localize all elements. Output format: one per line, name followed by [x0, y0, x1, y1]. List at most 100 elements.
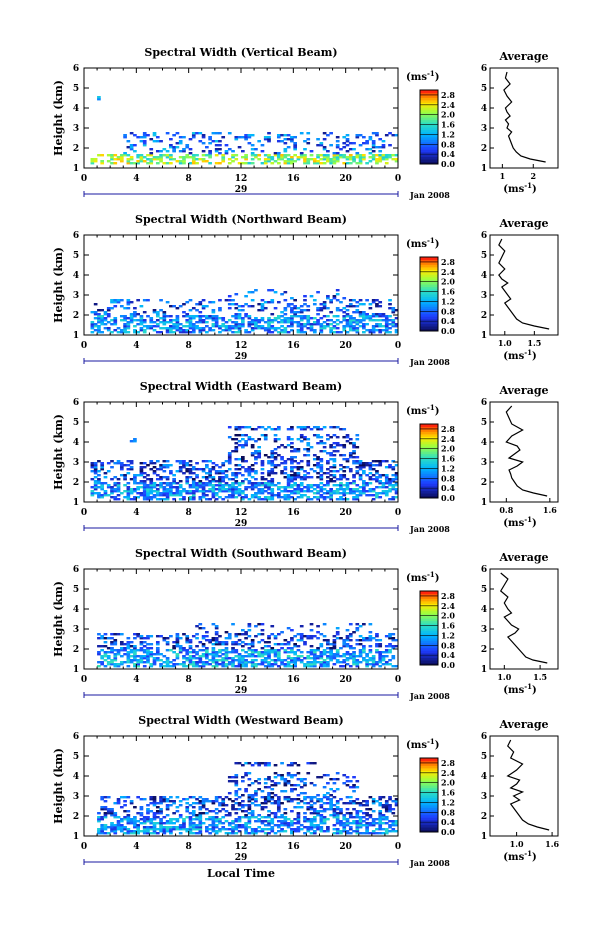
- heatmap-cell: [211, 810, 216, 813]
- heatmap-cell: [280, 470, 284, 473]
- heatmap-cell: [322, 426, 327, 429]
- heatmap-cell: [329, 798, 333, 801]
- heatmap-cell: [267, 796, 271, 799]
- heatmap-cell: [103, 826, 108, 829]
- heatmap-cell: [276, 140, 281, 143]
- heatmap-cell: [208, 490, 212, 493]
- heatmap-cell: [234, 293, 239, 296]
- heatmap-cell: [381, 828, 386, 831]
- heatmap-cell: [116, 820, 121, 823]
- heatmap-cell: [375, 162, 379, 165]
- heatmap-cell: [286, 476, 291, 479]
- heatmap-cell: [214, 826, 219, 829]
- heatmap-cell: [273, 814, 278, 817]
- heatmap-cell: [345, 158, 350, 161]
- heatmap-cell: [149, 796, 154, 799]
- heatmap-cell: [394, 665, 399, 668]
- heatmap-cell: [100, 309, 105, 312]
- heatmap-cell: [211, 661, 216, 664]
- heatmap-cell: [198, 832, 203, 835]
- heatmap-cell: [185, 653, 190, 656]
- heatmap-cell: [133, 806, 137, 809]
- heatmap-cell: [159, 468, 163, 471]
- heatmap-cell: [365, 826, 369, 829]
- colorbar-swatch: [420, 777, 438, 781]
- heatmap-cell: [142, 134, 147, 137]
- heatmap-cell: [319, 468, 324, 471]
- heatmap-cell: [231, 780, 235, 783]
- heatmap-cell: [201, 806, 206, 809]
- heatmap-cell: [129, 498, 134, 501]
- heatmap-cell: [172, 822, 176, 825]
- heatmap-cell: [169, 319, 173, 322]
- heatmap-cell: [309, 820, 314, 823]
- heatmap-cell: [293, 321, 297, 324]
- heatmap-cell: [142, 482, 147, 485]
- heatmap-cell: [234, 774, 239, 777]
- heatmap-cell: [195, 651, 199, 654]
- heatmap-cell: [218, 327, 222, 330]
- heatmap-cell: [342, 315, 347, 318]
- heatmap-cell: [381, 484, 386, 487]
- heatmap-cell: [270, 331, 275, 334]
- heatmap-cell: [188, 323, 193, 326]
- heatmap-cell: [93, 476, 98, 479]
- heatmap-cell: [332, 464, 337, 467]
- heatmap-cell: [365, 490, 369, 493]
- heatmap-cell: [208, 824, 212, 827]
- heatmap-cell: [355, 323, 360, 326]
- heatmap-cell: [375, 828, 379, 831]
- heatmap-cell: [211, 140, 216, 143]
- heatmap-cell: [201, 665, 206, 668]
- heatmap-cell: [185, 651, 190, 654]
- heatmap-cell: [126, 299, 131, 302]
- heatmap-cell: [244, 637, 248, 640]
- heatmap-cell: [188, 657, 193, 660]
- heatmap-cell: [162, 148, 167, 151]
- heatmap-cell: [247, 762, 252, 765]
- heatmap-cell: [250, 764, 255, 767]
- heatmap-cell: [126, 832, 131, 835]
- heatmap-cell: [198, 303, 203, 306]
- heatmap-cell: [149, 317, 154, 320]
- colorbar-swatch: [420, 787, 438, 791]
- heatmap-cell: [326, 661, 330, 664]
- heatmap-cell: [201, 822, 206, 825]
- heatmap-cell: [306, 663, 311, 666]
- heatmap-cell: [280, 824, 284, 827]
- heatmap-cell: [100, 645, 105, 648]
- heatmap-cell: [358, 299, 363, 302]
- heatmap-cell: [218, 649, 222, 652]
- heatmap-cell: [316, 138, 320, 141]
- y-tick-label: 1: [73, 498, 79, 508]
- colorbar-swatch: [420, 662, 438, 666]
- heatmap-cell: [329, 466, 333, 469]
- colorbar-tick-label: 0.0: [441, 326, 455, 336]
- heatmap-cell: [375, 822, 379, 825]
- heatmap-cell: [290, 629, 294, 632]
- heatmap-cell: [133, 832, 137, 835]
- heatmap-cell: [290, 136, 294, 139]
- heatmap-cell: [384, 466, 389, 469]
- heatmap-cell: [198, 311, 203, 314]
- heatmap-cell: [237, 440, 242, 443]
- heatmap-cell: [123, 476, 127, 479]
- heatmap-cell: [165, 315, 170, 318]
- heatmap-cell: [276, 488, 281, 491]
- heatmap-cell: [195, 661, 199, 664]
- heatmap-cell: [234, 635, 239, 638]
- heatmap-cell: [201, 482, 206, 485]
- heatmap-cell: [172, 828, 176, 831]
- y-tick-label: 6: [73, 565, 79, 575]
- heatmap-cell: [224, 832, 229, 835]
- heatmap-cell: [110, 490, 114, 493]
- heatmap-cell: [159, 800, 163, 803]
- heatmap-cell: [175, 643, 180, 646]
- heatmap-cell: [165, 156, 170, 159]
- y-tick-label: 5: [73, 251, 79, 261]
- heatmap-cell: [283, 649, 288, 652]
- heatmap-cell: [218, 486, 222, 489]
- heatmap-cell: [182, 663, 186, 666]
- heatmap-cell: [133, 820, 137, 823]
- heatmap-cell: [339, 309, 343, 312]
